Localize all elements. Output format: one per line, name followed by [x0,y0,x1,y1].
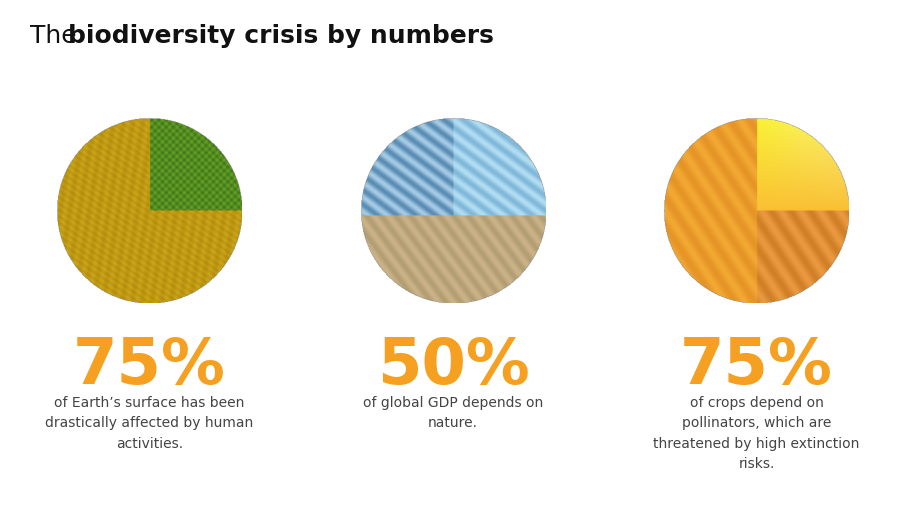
Text: biodiversity crisis by numbers: biodiversity crisis by numbers [68,24,494,48]
Text: of crops depend on
pollinators, which are
threatened by high extinction
risks.: of crops depend on pollinators, which ar… [653,396,860,471]
Text: 50%: 50% [377,335,529,397]
Text: of global GDP depends on
nature.: of global GDP depends on nature. [363,396,543,430]
Text: 75%: 75% [73,335,226,397]
Text: of Earth’s surface has been
drastically affected by human
activities.: of Earth’s surface has been drastically … [45,396,254,451]
Text: The: The [30,24,84,48]
Text: 75%: 75% [680,335,833,397]
